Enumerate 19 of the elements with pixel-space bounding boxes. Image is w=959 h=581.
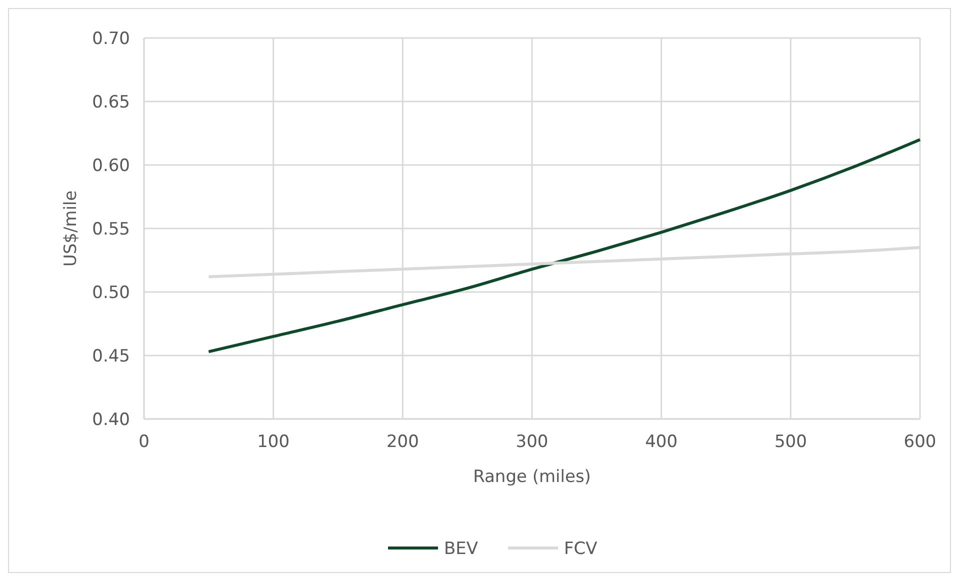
x-tick-label: 500 <box>774 432 807 452</box>
x-tick-label: 200 <box>386 432 419 452</box>
y-tick-label: 0.70 <box>92 29 130 49</box>
y-tick-label: 0.60 <box>92 156 130 176</box>
line-series <box>207 138 922 354</box>
x-tick-label: 100 <box>257 432 290 452</box>
x-tick-label: 0 <box>138 432 150 452</box>
x-axis-title: Range (miles) <box>473 467 591 487</box>
x-tick-label: 300 <box>516 432 548 452</box>
y-tick-label: 0.50 <box>92 283 130 303</box>
legend-label: FCV <box>564 539 598 559</box>
legend-label: BEV <box>444 539 478 559</box>
x-tick-label: 400 <box>645 432 678 452</box>
y-tick-label: 0.55 <box>92 220 130 240</box>
y-tick-label: 0.65 <box>92 92 130 112</box>
y-tick-label: 0.40 <box>92 410 130 430</box>
y-tick-label: 0.45 <box>92 346 130 366</box>
x-tick-label: 600 <box>904 432 936 452</box>
y-axis-title: US$/mile <box>61 190 81 267</box>
